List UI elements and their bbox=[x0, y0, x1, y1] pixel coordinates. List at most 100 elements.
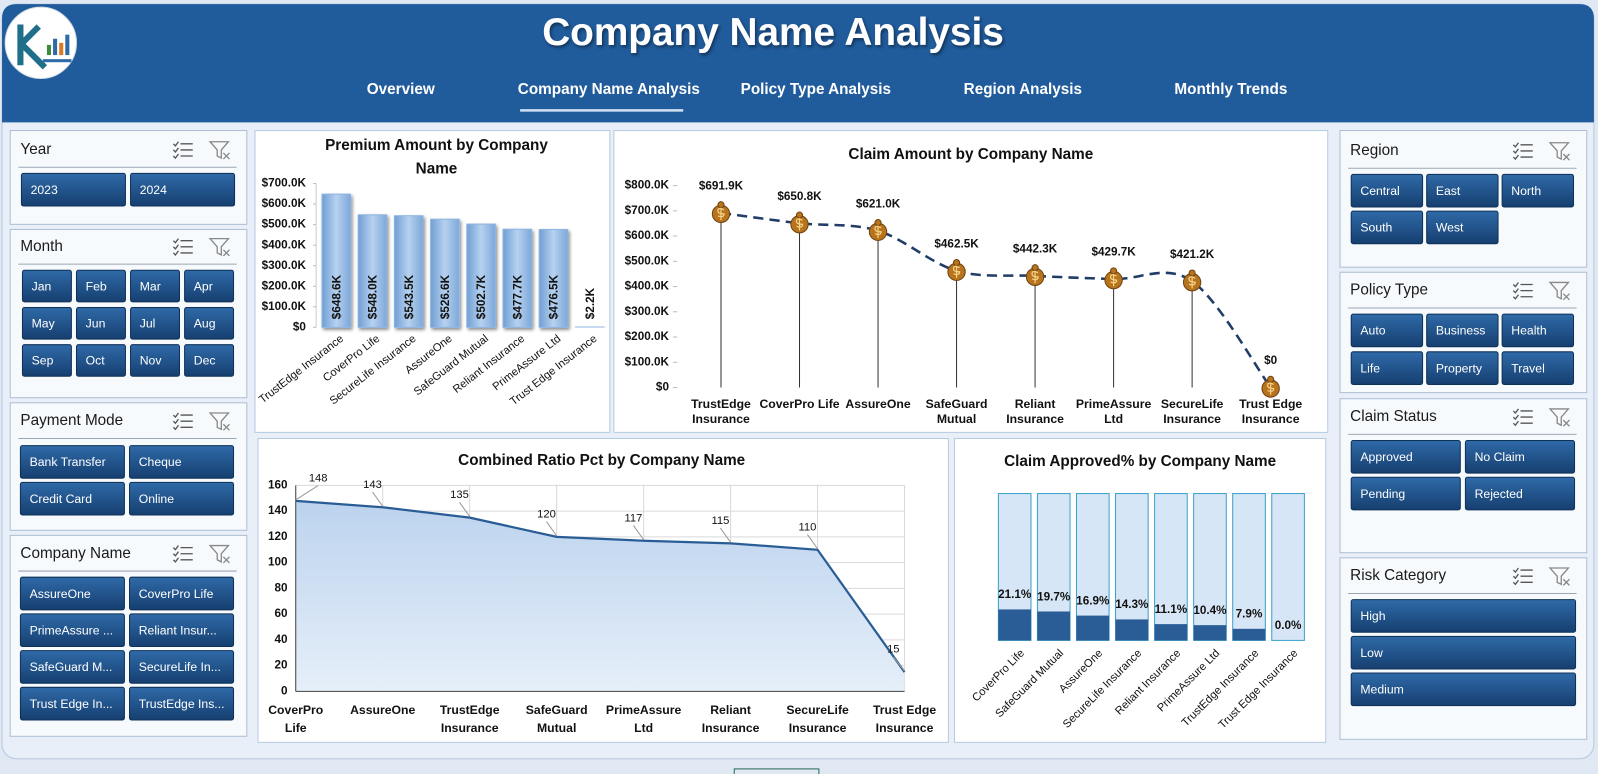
slicer-button-bg[interactable] bbox=[1350, 210, 1424, 245]
slicer-button[interactable]: East bbox=[1426, 173, 1499, 208]
clear-filter-icon[interactable] bbox=[1548, 567, 1570, 586]
slicer-button-label[interactable]: Feb bbox=[86, 279, 107, 293]
slicer-button-label[interactable]: Property bbox=[1436, 361, 1483, 375]
slicer-button-bg[interactable] bbox=[130, 172, 236, 207]
multi-select-icon[interactable] bbox=[172, 238, 193, 256]
slicer-button-label[interactable]: Sep bbox=[32, 354, 54, 368]
slicer-button[interactable]: Central bbox=[1350, 173, 1424, 208]
slicer-button[interactable]: Property bbox=[1426, 351, 1499, 385]
slicer-button-label[interactable]: Reliant Insur... bbox=[139, 623, 217, 637]
slicer-button-bg[interactable] bbox=[1350, 440, 1461, 474]
slicer-button-label[interactable]: TrustEdge Ins... bbox=[139, 697, 225, 711]
clear-filter-icon[interactable] bbox=[1548, 281, 1570, 301]
clear-filter-icon[interactable] bbox=[208, 412, 230, 431]
slicer-button-label[interactable]: Nov bbox=[140, 354, 163, 368]
slicer-button[interactable]: Mar bbox=[130, 269, 181, 303]
slicer-button-bg[interactable] bbox=[21, 306, 72, 340]
nav-tab[interactable]: Company Name Analysis bbox=[518, 81, 700, 98]
slicer-button-bg[interactable] bbox=[19, 576, 125, 611]
slicer-button-bg[interactable] bbox=[1501, 173, 1575, 208]
slicer-button-bg[interactable] bbox=[1426, 210, 1499, 245]
slicer-button-bg[interactable] bbox=[130, 344, 181, 377]
slicer-button-bg[interactable] bbox=[75, 269, 126, 303]
slicer-button[interactable]: Online bbox=[129, 481, 235, 516]
multi-select-icon[interactable] bbox=[1512, 282, 1533, 300]
clear-filter-icon[interactable] bbox=[1548, 142, 1570, 161]
slicer-button-label[interactable]: Online bbox=[139, 492, 175, 506]
slicer-button-label[interactable]: Mar bbox=[140, 279, 161, 293]
slicer-button-label[interactable]: CoverPro Life bbox=[139, 587, 214, 601]
slicer-button-label[interactable]: North bbox=[1511, 184, 1541, 198]
slicer-button-bg[interactable] bbox=[1350, 351, 1424, 385]
slicer-button-label[interactable]: Life bbox=[1360, 361, 1380, 375]
slicer-button[interactable]: Medium bbox=[1350, 672, 1577, 707]
slicer-button[interactable]: Apr bbox=[184, 269, 235, 303]
slicer-button-bg[interactable] bbox=[75, 306, 126, 340]
slicer-button[interactable]: Nov bbox=[130, 344, 181, 377]
slicer-button-label[interactable]: Apr bbox=[194, 279, 213, 293]
slicer-button-label[interactable]: PrimeAssure ... bbox=[30, 623, 114, 637]
slicer-button[interactable]: South bbox=[1350, 210, 1424, 245]
slicer-button-label[interactable]: Trust Edge In... bbox=[30, 697, 113, 711]
slicer-button-bg[interactable] bbox=[21, 269, 72, 303]
slicer-button-label[interactable]: Cheque bbox=[139, 455, 182, 469]
slicer-button[interactable]: Feb bbox=[75, 269, 126, 303]
slicer-button[interactable]: Aug bbox=[184, 306, 235, 340]
slicer-button-label[interactable]: High bbox=[1360, 609, 1385, 623]
slicer-button[interactable]: Oct bbox=[75, 344, 126, 377]
slicer-button[interactable]: Life bbox=[1350, 351, 1424, 385]
nav-tab[interactable]: Policy Type Analysis bbox=[741, 81, 891, 98]
nav-tab[interactable]: Monthly Trends bbox=[1174, 81, 1287, 98]
slicer-button-label[interactable]: Approved bbox=[1360, 450, 1413, 464]
slicer-button[interactable]: Travel bbox=[1501, 351, 1575, 385]
slicer-button[interactable]: Approved bbox=[1350, 440, 1461, 474]
slicer-button-label[interactable]: East bbox=[1436, 184, 1461, 198]
slicer-button-bg[interactable] bbox=[75, 344, 126, 377]
slicer-button-bg[interactable] bbox=[1350, 599, 1577, 633]
slicer-button-label[interactable]: Rejected bbox=[1475, 487, 1523, 501]
slicer-button-bg[interactable] bbox=[184, 306, 235, 340]
multi-select-icon[interactable] bbox=[172, 545, 193, 563]
slicer-button[interactable]: Sep bbox=[21, 344, 72, 377]
slicer-button-label[interactable]: Central bbox=[1360, 184, 1399, 198]
slicer-button-bg[interactable] bbox=[1464, 440, 1576, 474]
slicer-button-label[interactable]: Aug bbox=[194, 317, 216, 331]
slicer-button-label[interactable]: Auto bbox=[1360, 324, 1385, 338]
slicer-button-bg[interactable] bbox=[129, 613, 235, 648]
slicer-button[interactable]: Reliant Insur... bbox=[129, 613, 235, 648]
slicer-button[interactable]: Business bbox=[1426, 313, 1499, 348]
slicer-button[interactable]: Auto bbox=[1350, 313, 1424, 348]
slicer-button[interactable]: Bank Transfer bbox=[19, 445, 125, 479]
slicer-button-label[interactable]: 2023 bbox=[31, 183, 58, 197]
slicer-button-bg[interactable] bbox=[1426, 313, 1499, 348]
slicer-button[interactable]: PrimeAssure ... bbox=[19, 613, 125, 648]
slicer-button-bg[interactable] bbox=[1501, 351, 1575, 385]
slicer-button-bg[interactable] bbox=[130, 269, 181, 303]
slicer-button-label[interactable]: Pending bbox=[1360, 487, 1405, 501]
slicer-button-label[interactable]: SecureLife In... bbox=[139, 660, 221, 674]
slicer-button[interactable]: Jun bbox=[75, 306, 126, 340]
slicer-button-label[interactable]: Jul bbox=[140, 317, 156, 331]
slicer-button[interactable]: Cheque bbox=[129, 445, 235, 479]
slicer-button-label[interactable]: Jan bbox=[32, 279, 52, 293]
slicer-button-bg[interactable] bbox=[129, 686, 235, 721]
slicer-button[interactable]: Rejected bbox=[1464, 476, 1576, 511]
slicer-button[interactable]: Health bbox=[1501, 313, 1575, 348]
slicer-button-bg[interactable] bbox=[20, 172, 126, 207]
slicer-button-bg[interactable] bbox=[1501, 313, 1575, 348]
slicer-button-bg[interactable] bbox=[19, 445, 125, 479]
slicer-button-bg[interactable] bbox=[1350, 313, 1424, 348]
slicer-button-bg[interactable] bbox=[1350, 476, 1461, 511]
slicer-button[interactable]: TrustEdge Ins... bbox=[129, 686, 235, 721]
slicer-button-bg[interactable] bbox=[184, 344, 235, 377]
slicer-button[interactable]: May bbox=[21, 306, 72, 340]
slicer-button-label[interactable]: May bbox=[32, 317, 56, 331]
slicer-button[interactable]: High bbox=[1350, 599, 1577, 633]
slicer-button-label[interactable]: Bank Transfer bbox=[30, 455, 106, 469]
slicer-button-bg[interactable] bbox=[19, 613, 125, 648]
slicer-button-label[interactable]: 2024 bbox=[140, 183, 167, 197]
nav-tab[interactable]: Region Analysis bbox=[964, 81, 1082, 98]
slicer-button-label[interactable]: Jun bbox=[86, 317, 106, 331]
slicer-button-label[interactable]: West bbox=[1436, 221, 1464, 235]
slicer-button[interactable]: Credit Card bbox=[19, 481, 125, 516]
